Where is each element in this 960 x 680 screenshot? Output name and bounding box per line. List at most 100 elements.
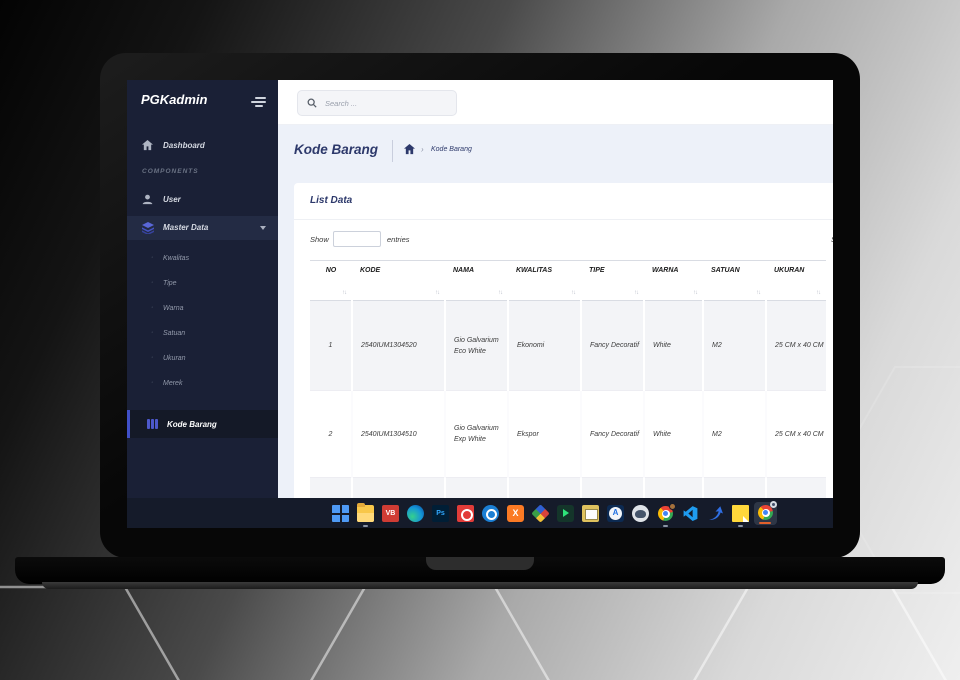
photos-app-icon[interactable]: [582, 505, 599, 522]
chrome-icon[interactable]: [657, 503, 676, 522]
cell-no: 1: [310, 300, 353, 391]
bars-icon: [147, 419, 159, 429]
column-header-ukuran[interactable]: UKURAN ↑↓: [766, 260, 826, 301]
laptop-frame: PGKadmin Dashboard COMPONENTS User: [100, 53, 860, 558]
show-label: Show: [310, 235, 329, 244]
menu-toggle-icon[interactable]: [251, 97, 266, 108]
sort-icon: ↑↓: [756, 290, 761, 296]
sidebar-subitem-warna[interactable]: · Warna: [151, 304, 184, 312]
laptop-base-shadow: [42, 582, 918, 589]
cell-kwalitas: Ekonomi: [508, 300, 582, 391]
sort-icon: ↑↓: [342, 290, 347, 296]
notification-badge: [669, 503, 676, 510]
sidebar-subitem-merek[interactable]: · Merek: [151, 379, 183, 387]
cell-nama: Gio Galvarium Exp White: [445, 390, 509, 478]
download-manager-icon[interactable]: [707, 505, 724, 522]
running-app-indicator: [363, 525, 368, 527]
sidebar-subitem-satuan[interactable]: · Satuan: [151, 329, 186, 337]
sort-icon: ↑↓: [435, 290, 440, 296]
chevron-down-icon: [260, 226, 266, 230]
home-icon[interactable]: [404, 144, 415, 155]
chrome-active-icon[interactable]: [754, 501, 777, 525]
column-header-warna[interactable]: WARNA ↑↓: [644, 260, 703, 301]
cell-kwalitas: Ekspor: [508, 390, 582, 478]
blue-a-app-icon[interactable]: [607, 505, 624, 522]
sidebar: PGKadmin Dashboard COMPONENTS User: [127, 80, 278, 498]
entries-input[interactable]: [333, 231, 381, 247]
cell-ukuran: 25 CM x 40 CM: [766, 390, 826, 478]
layers-icon: [142, 222, 154, 234]
laptop-base: [15, 557, 945, 584]
column-header-no[interactable]: NO ↑↓: [310, 260, 352, 301]
table-header-row: NO ↑↓ KODE ↑↓ NAMA ↑↓ KWALITAS ↑↓ TIPE ↑↓ WAR…: [310, 260, 826, 301]
list-data-card: List Data Show entries Search: NO↑↓: [294, 183, 833, 528]
vscode-icon[interactable]: [682, 505, 699, 522]
sort-icon: ↑↓: [571, 290, 576, 296]
sidebar-subitem-ukuran[interactable]: · Ukuran: [151, 354, 186, 362]
microsoft-edge-icon[interactable]: [407, 505, 424, 522]
file-explorer-icon[interactable]: [357, 503, 374, 522]
table-row: 1 2540IUM1304520 Gio Galvarium Eco White…: [310, 300, 826, 391]
active-app-indicator: [759, 522, 771, 524]
media-app-icon[interactable]: [457, 505, 474, 522]
sticky-notes-icon[interactable]: [732, 505, 749, 522]
cell-nama: Gio Galvarium Eco White: [445, 300, 509, 391]
sidebar-item-dashboard[interactable]: Dashboard: [127, 134, 278, 158]
page-header: Kode Barang › Kode Barang: [278, 125, 833, 178]
sidebar-item-kode-barang[interactable]: Kode Barang: [127, 410, 278, 438]
windows-start-icon[interactable]: [332, 505, 349, 522]
column-header-satuan[interactable]: SATUAN ↑↓: [703, 260, 766, 301]
cell-kode: 2540IUM1304520: [352, 300, 446, 391]
data-table: NO ↑↓ KODE ↑↓ NAMA ↑↓ KWALITAS ↑↓ TIPE ↑↓ WAR…: [310, 260, 826, 528]
breadcrumb[interactable]: Kode Barang: [431, 146, 472, 153]
sidebar-subitem-kwalitas[interactable]: · Kwalitas: [151, 254, 190, 262]
sidebar-item-user[interactable]: User: [127, 188, 278, 212]
sidebar-item-master-data[interactable]: Master Data: [127, 216, 278, 240]
cell-tipe: Fancy Decoratif: [581, 390, 645, 478]
xampp-icon[interactable]: X: [507, 505, 524, 522]
column-header-tipe[interactable]: TIPE ↑↓: [581, 260, 644, 301]
photoshop-icon[interactable]: Ps: [432, 505, 449, 522]
user-icon: [142, 194, 153, 205]
divider: [294, 219, 833, 220]
app-brand: PGKadmin: [141, 92, 208, 107]
visual-basic-icon[interactable]: VB: [382, 505, 399, 522]
search-icon: [307, 98, 317, 108]
column-header-kode[interactable]: KODE ↑↓: [352, 260, 445, 301]
sort-icon: ↑↓: [498, 290, 503, 296]
running-app-indicator: [663, 525, 668, 527]
topbar: Search ...: [278, 80, 833, 125]
breadcrumb-separator: ›: [421, 145, 424, 154]
profile-badge: [770, 501, 777, 508]
cell-tipe: Fancy Decoratif: [581, 300, 645, 391]
sidebar-subitem-tipe[interactable]: · Tipe: [151, 279, 177, 287]
divider: [392, 140, 393, 162]
cell-satuan: M2: [703, 300, 767, 391]
cell-no: 2: [310, 390, 353, 478]
cell-warna: White: [644, 300, 704, 391]
outlook-icon[interactable]: [482, 505, 499, 522]
column-header-kwalitas[interactable]: KWALITAS ↑↓: [508, 260, 581, 301]
card-title: List Data: [310, 195, 353, 206]
laptop-notch: [426, 557, 534, 570]
page-title: Kode Barang: [294, 142, 379, 157]
search-placeholder: Search ...: [325, 99, 358, 108]
home-icon: [142, 140, 153, 151]
green-arrow-app-icon[interactable]: [557, 505, 574, 522]
entries-label: entries: [387, 235, 410, 244]
search-input[interactable]: Search ...: [297, 90, 457, 116]
windows-taskbar: VB Ps X: [127, 498, 833, 528]
sort-icon: ↑↓: [816, 290, 821, 296]
table-search-label: Search:: [831, 235, 833, 244]
laptop-screen: PGKadmin Dashboard COMPONENTS User: [127, 80, 833, 528]
sort-icon: ↑↓: [634, 290, 639, 296]
table-row: 2 2540IUM1304510 Gio Galvarium Exp White…: [310, 390, 826, 478]
pgadmin-icon[interactable]: [632, 505, 649, 522]
sidebar-section-label: COMPONENTS: [142, 168, 199, 175]
column-header-nama[interactable]: NAMA ↑↓: [445, 260, 508, 301]
running-app-indicator: [738, 525, 743, 527]
sort-icon: ↑↓: [693, 290, 698, 296]
diamond-app-icon[interactable]: [531, 504, 550, 523]
cell-ukuran: 25 CM x 40 CM: [766, 300, 826, 391]
